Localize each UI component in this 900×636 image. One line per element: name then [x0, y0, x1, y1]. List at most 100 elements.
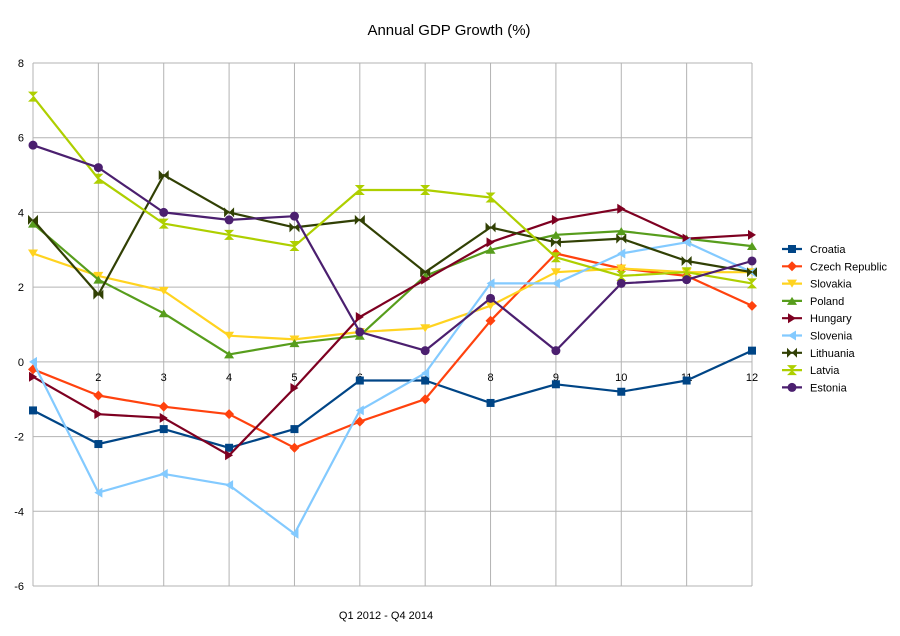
series-slovenia [29, 237, 756, 539]
data-point [551, 346, 561, 356]
data-point [747, 267, 757, 278]
series-line [32, 241, 753, 535]
data-point [420, 324, 431, 333]
data-point [682, 237, 691, 248]
legend-item: Latvia [782, 365, 840, 377]
x-tick-label: 2 [95, 372, 101, 384]
series-line [32, 222, 753, 356]
data-point [94, 409, 103, 420]
data-point [681, 255, 692, 266]
legend-label: Slovenia [810, 331, 853, 343]
data-point [485, 222, 496, 233]
data-point [747, 278, 757, 289]
legend-swatch-marker [787, 365, 797, 376]
legend-item: Estonia [782, 382, 848, 394]
y-axis-ticks: -6 -4 -2 0 2 4 6 8 [14, 58, 24, 593]
data-point [93, 390, 104, 401]
legend-item: Slovenia [782, 330, 853, 343]
data-point [224, 409, 235, 420]
data-point [616, 264, 627, 273]
data-point [289, 339, 300, 348]
x-tick-label: 12 [746, 372, 758, 384]
data-point [159, 425, 168, 434]
data-point [616, 278, 626, 288]
legend-item: Lithuania [782, 347, 856, 360]
data-point [551, 380, 560, 389]
data-point [616, 233, 627, 244]
series-line [32, 144, 753, 352]
data-point [420, 394, 431, 405]
series-line [32, 349, 753, 449]
data-point [289, 211, 299, 221]
legend-swatch-marker [787, 261, 797, 272]
series-czech-republic [28, 248, 757, 453]
data-point [158, 286, 169, 295]
data-point [617, 203, 626, 214]
legend-label: Czech Republic [810, 261, 888, 273]
data-point [747, 242, 757, 251]
data-point [354, 214, 365, 225]
series-slovakia [28, 249, 757, 344]
data-point [225, 480, 234, 491]
series-estonia [28, 140, 757, 356]
data-point [616, 270, 627, 281]
data-point [224, 331, 235, 340]
legend: Croatia Czech Republic Slovakia Poland Hunga… [782, 244, 888, 394]
legend-item: Slovakia [782, 279, 852, 291]
legend-swatch-marker [787, 296, 797, 305]
x-tick-label: 3 [161, 372, 167, 384]
data-point [550, 237, 561, 248]
data-point [551, 214, 560, 225]
data-point [486, 237, 495, 248]
data-point [29, 371, 37, 382]
data-point [28, 219, 38, 228]
legend-label: Hungary [810, 313, 852, 325]
x-tick-label: 8 [487, 372, 493, 384]
series-croatia [29, 346, 756, 452]
series-line [32, 252, 752, 341]
legend-item: Poland [782, 296, 844, 308]
data-point [289, 222, 300, 233]
data-point [289, 241, 300, 252]
data-point [550, 252, 561, 263]
data-point [354, 416, 365, 427]
data-point [550, 268, 561, 277]
y-tick-label: -2 [14, 432, 24, 444]
legend-item: Hungary [782, 313, 852, 325]
data-point [28, 249, 38, 258]
x-tick-label: 4 [226, 372, 232, 384]
data-point [290, 425, 299, 434]
series-lithuania [28, 170, 757, 300]
data-point [420, 346, 430, 356]
chart-title: Annual GDP Growth (%) [367, 22, 530, 39]
series-hungary [29, 203, 756, 461]
legend-swatch-marker [788, 313, 796, 324]
series-poland [28, 219, 757, 359]
data-point [551, 278, 560, 289]
data-point [290, 383, 299, 394]
series-lines [28, 91, 757, 539]
y-tick-label: 8 [18, 58, 24, 70]
data-point [28, 214, 38, 225]
y-tick-label: 0 [18, 357, 24, 369]
data-point [159, 207, 169, 217]
data-point [420, 185, 431, 196]
series-line [32, 95, 753, 285]
legend-label: Poland [810, 296, 844, 308]
y-tick-label: -4 [14, 506, 24, 518]
data-point [28, 140, 38, 150]
data-point [355, 327, 365, 337]
data-point [681, 267, 692, 278]
data-point [158, 309, 169, 318]
data-point [485, 315, 496, 326]
legend-item: Croatia [782, 244, 846, 256]
data-point [748, 229, 756, 240]
data-point [486, 278, 495, 289]
data-point [225, 450, 234, 461]
data-point [355, 405, 364, 416]
data-point [421, 368, 430, 379]
y-tick-label: -6 [14, 581, 24, 593]
data-point [94, 440, 103, 449]
data-point [224, 215, 234, 225]
